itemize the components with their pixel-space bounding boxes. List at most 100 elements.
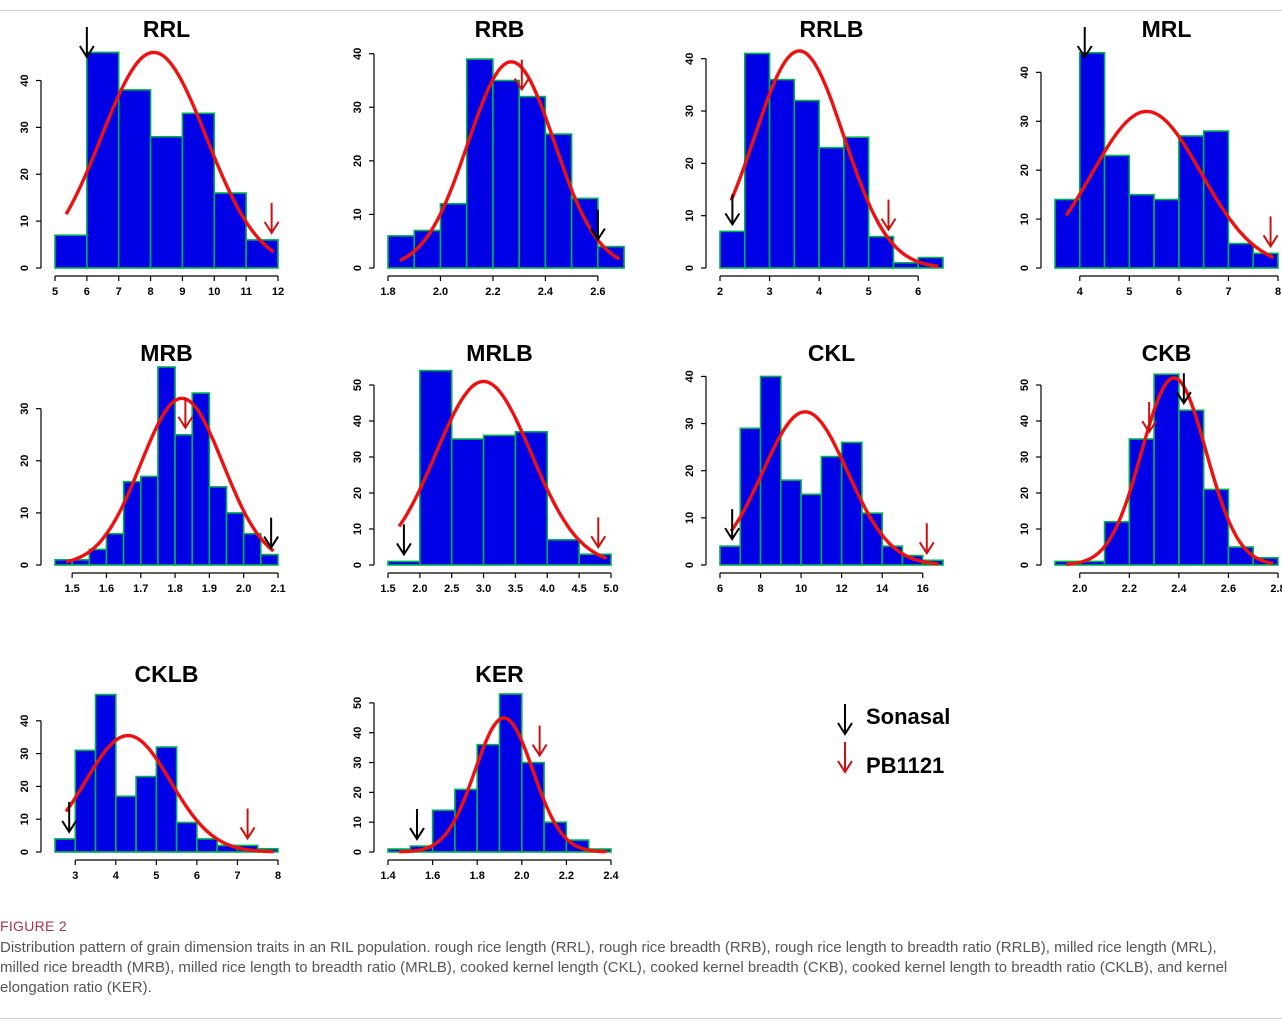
pb1121-arrow [263,202,280,235]
histogram-bar [105,532,125,566]
x-tick-label: 4 [816,286,823,298]
y-tick-label: 40 [352,727,364,739]
panel-title-rrlb: RRLB [800,16,864,42]
x-tick-label: 3 [766,286,772,298]
panel-title-ckl: CKL [808,340,855,366]
x-tick-label: 2.8 [1270,583,1282,595]
pb1121-arrow [531,725,548,758]
x-tick-label: 1.5 [65,583,80,595]
x-tick-label: 1.8 [167,583,182,595]
histogram-bar [54,234,88,269]
x-tick-label: 2.2 [485,286,500,298]
histogram-bar [800,493,823,566]
figure-label: FIGURE 2 [0,918,67,934]
sonasal-arrow [409,809,425,841]
histogram-bar [1178,409,1205,566]
y-tick-label: 50 [352,379,364,391]
x-tick-label: 4.5 [571,583,586,595]
x-tick-label: 8 [1275,286,1281,298]
y-tick-label: 20 [19,780,31,792]
x-tick-label: 1.8 [470,870,485,882]
pb1121-arrow [513,59,530,92]
x-tick-label: 8 [757,583,763,595]
x-tick-label: 1.8 [380,286,395,298]
pb1121-arrow [918,523,935,556]
panel-title-mrb: MRB [140,340,192,366]
panel-title-rrl: RRL [143,16,190,42]
pb1121-arrow [880,199,897,232]
x-tick-label: 3.5 [508,583,523,595]
histogram-bar [208,486,228,566]
panel-title-ker: KER [475,661,524,687]
pb1121-arrow [239,808,256,841]
pb1121-arrow [1262,216,1279,249]
histogram-bar [115,795,137,853]
histogram-bar [719,230,746,269]
x-tick-label: 1.6 [425,870,440,882]
legend-sonasal-label: Sonasal [866,704,950,729]
histogram-bar [780,479,802,566]
x-tick-label: 6 [717,583,723,595]
sonasal-arrow [724,509,741,542]
panel-ker: KER 1.4 1.6 1.8 2.0 2.2 2.4 0 10 20 30 40 50 [352,661,620,882]
y-tick-label: 10 [352,208,364,220]
x-tick-label: 2.4 [538,286,554,298]
y-tick-label: 0 [19,562,31,568]
histogram-bar [139,475,159,566]
y-tick-label: 0 [1019,265,1031,271]
histogram-bar [94,693,117,853]
bottom-rule [0,1018,1282,1019]
histogram-bar [117,89,152,269]
histogram-bar [465,58,494,269]
x-tick-label: 10 [795,583,807,595]
histogram-bar [175,821,198,853]
normal-curve [729,49,939,268]
histogram-bar [492,79,520,269]
histogram-bar [155,746,178,853]
histogram-bar [892,261,920,269]
x-tick-label: 2 [717,286,723,298]
y-tick-label: 30 [19,403,31,415]
y-tick-label: 20 [19,455,31,467]
x-tick-label: 5 [52,286,58,298]
y-tick-label: 40 [1019,66,1031,78]
y-tick-label: 30 [1019,115,1031,127]
x-tick-label: 2.1 [270,583,285,595]
normal-curve [399,716,607,854]
x-tick-label: 4 [113,870,120,882]
x-tick-label: 1.4 [380,870,396,882]
y-tick-label: 30 [352,756,364,768]
y-tick-label: 50 [352,697,364,709]
y-tick-label: 0 [1019,562,1031,568]
histogram-bar [1252,252,1279,269]
x-tick-label: 7 [234,870,240,882]
x-tick-label: 2.0 [433,286,448,298]
x-tick-label: 1.9 [202,583,217,595]
panel-ckb: CKB 2.0 2.2 2.4 2.6 2.8 0 10 20 30 40 50 [1019,340,1282,595]
histogram-bar [191,392,211,566]
panel-title-mrlb: MRLB [466,340,532,366]
histogram-bar [196,838,218,853]
y-tick-label: 20 [352,487,364,499]
panel-rrlb: RRLB 2 3 4 5 6 0 10 20 30 40 [684,16,944,298]
histogram-bar [546,538,580,566]
histogram-bar [174,433,194,566]
y-tick-label: 40 [19,74,31,86]
y-tick-label: 20 [684,157,696,169]
sonasal-arrow [590,209,606,242]
histogram-bar [431,809,456,853]
y-tick-label: 10 [352,816,364,828]
panel-mrlb: MRLB 1.5 2.0 2.5 3.0 3.5 4.0 4.5 5.0 0 10 20 30 40 50 [352,340,619,595]
legend-item-pb1121: PB1121 [837,742,944,778]
x-tick-label: 2.5 [444,583,459,595]
y-tick-label: 0 [684,265,696,271]
y-tick-label: 0 [19,265,31,271]
histogram-bar [181,112,216,269]
x-tick-label: 12 [836,583,848,595]
histogram-bar [1227,242,1255,269]
histogram-bar [225,512,245,566]
y-tick-label: 40 [1019,415,1031,427]
panel-cklb: CKLB 3 4 5 6 7 8 0 10 20 30 40 [19,661,281,882]
